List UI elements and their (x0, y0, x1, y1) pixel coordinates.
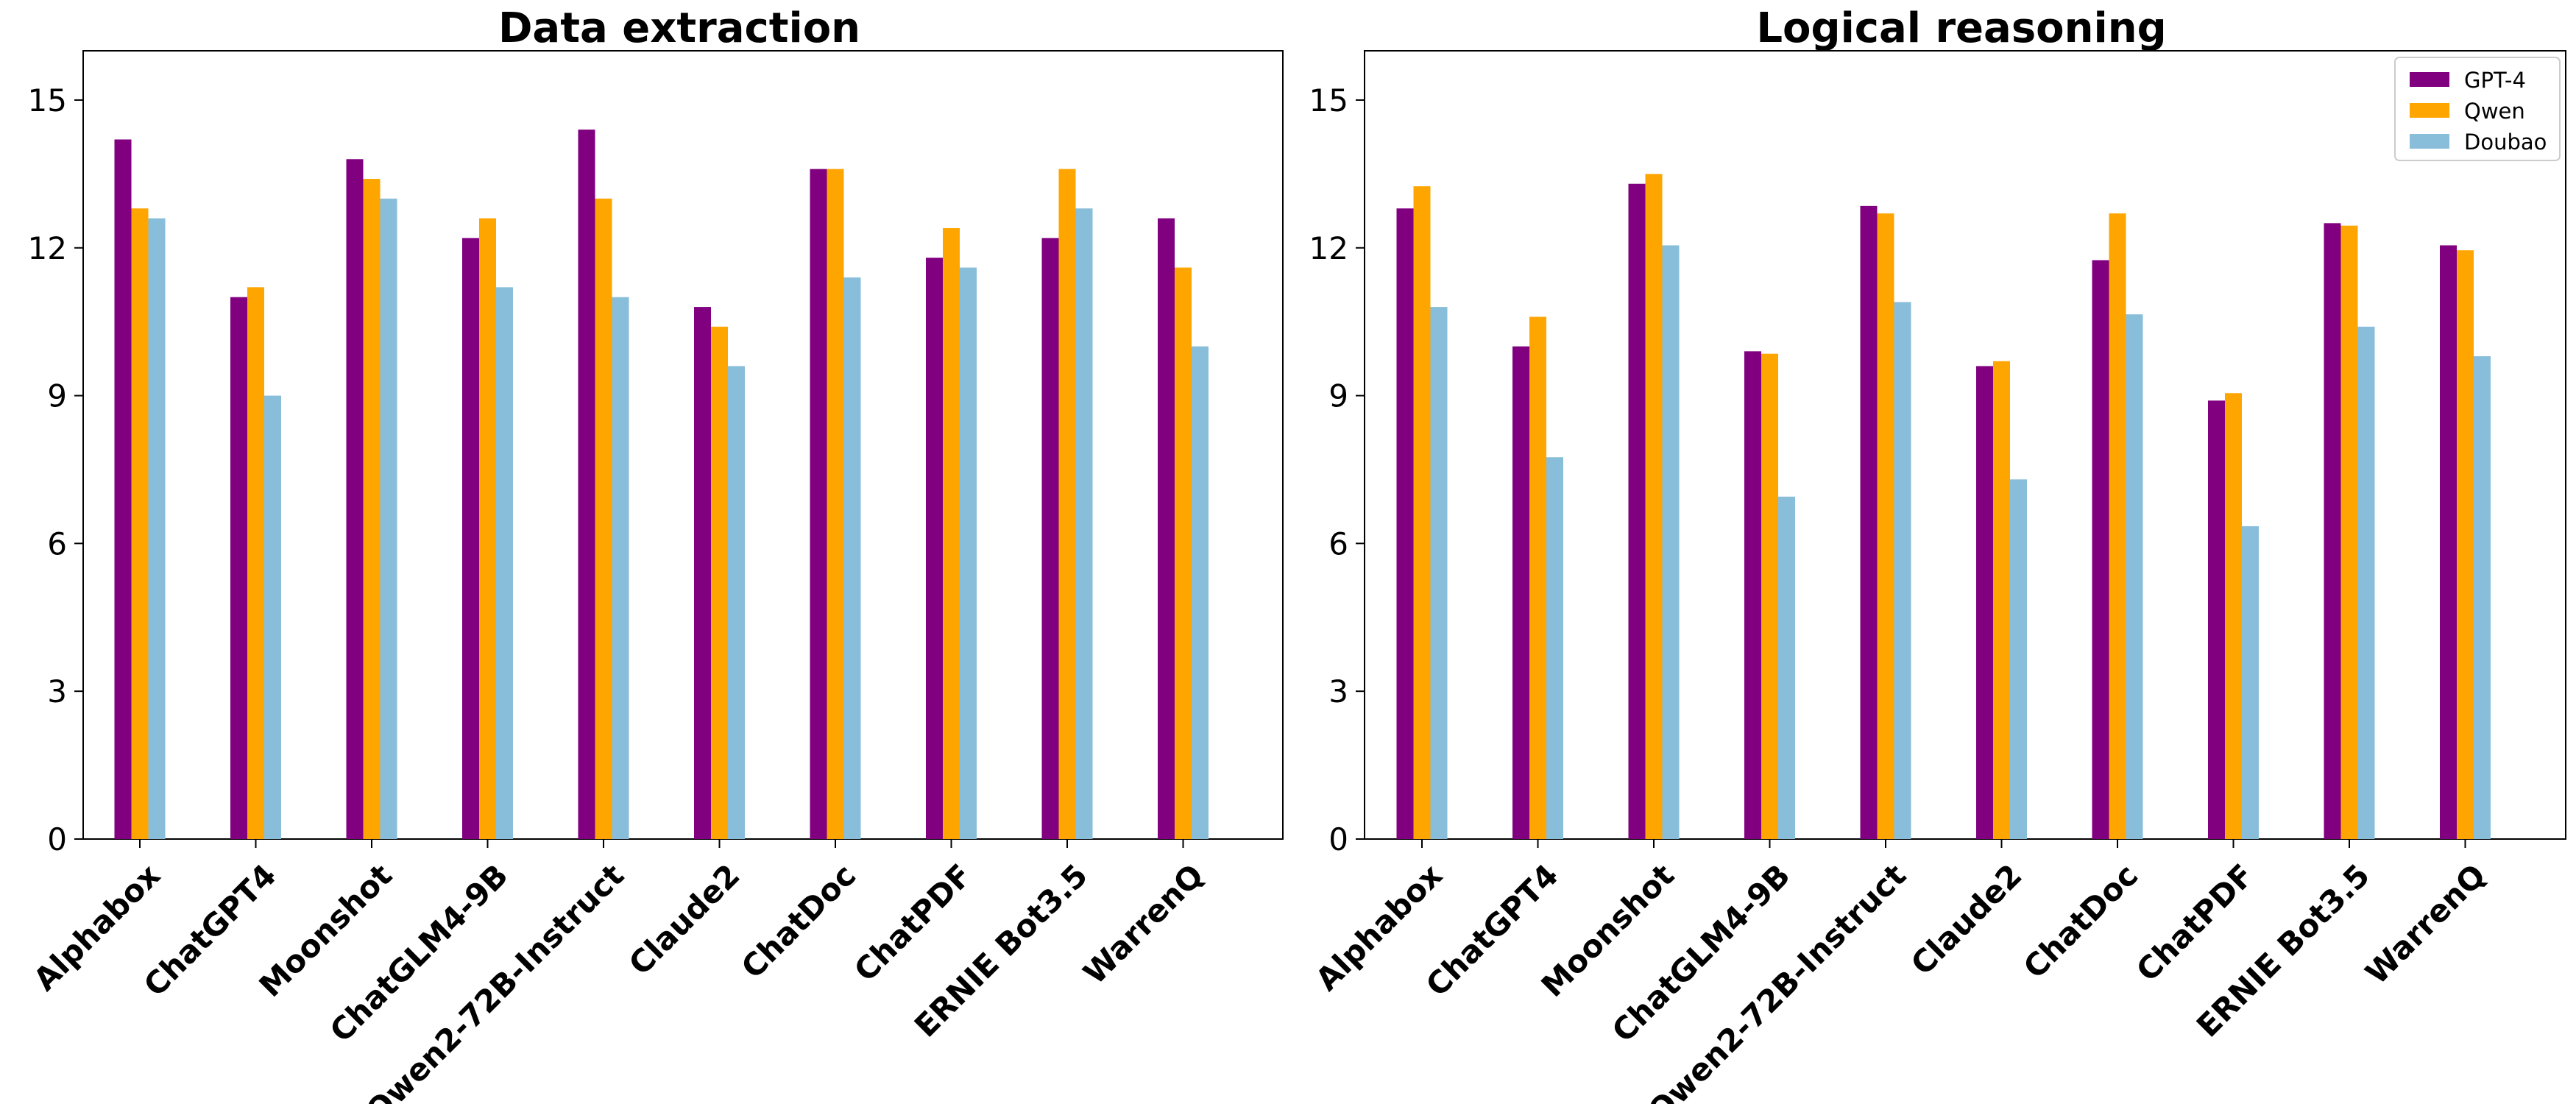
bar-doubao-6 (2126, 314, 2143, 840)
bar-gpt-4-2 (1628, 183, 1646, 839)
legend-label: GPT-4 (2464, 68, 2526, 93)
bars (1396, 174, 2491, 840)
y-tick-label: 3 (1328, 673, 1348, 710)
bar-qwen-7 (2225, 393, 2242, 839)
bar-gpt-4-5 (1976, 366, 1993, 839)
x-axis: AlphaboxChatGPT4MoonshotChatGLM4-9BQwen2… (1309, 839, 2493, 1104)
y-axis: 0 3 6 9 12 15 (1309, 82, 1365, 857)
bar-doubao-4 (612, 297, 629, 839)
bar-doubao-5 (728, 366, 745, 839)
y-tick-label: 9 (47, 378, 67, 414)
x-tick-label: Claude2 (1904, 857, 2029, 982)
bar-gpt-4-1 (230, 297, 247, 839)
bar-qwen-6 (827, 169, 844, 839)
y-tick-label: 15 (28, 82, 67, 118)
legend: GPT-4 Qwen Doubao (2394, 57, 2561, 161)
y-tick-label: 3 (47, 673, 67, 710)
bars (114, 130, 1209, 840)
bar-doubao-6 (843, 277, 861, 840)
x-tick-label: WarrenQ (2358, 857, 2492, 991)
bar-doubao-2 (1662, 245, 1680, 839)
bar-qwen-3 (1761, 353, 1778, 839)
bar-doubao-4 (1894, 302, 1911, 840)
bar-gpt-4-8 (2324, 223, 2341, 839)
bar-gpt-4-9 (1158, 218, 1175, 839)
bar-doubao-9 (2474, 356, 2491, 839)
y-tick-label: 15 (1309, 82, 1348, 118)
bar-gpt-4-7 (926, 258, 943, 839)
bar-qwen-8 (1058, 169, 1076, 839)
x-tick-label: ChatDoc (735, 857, 863, 985)
y-tick-label: 12 (1309, 230, 1348, 266)
bar-qwen-8 (2340, 225, 2358, 839)
bar-doubao-5 (2010, 479, 2027, 839)
bar-qwen-0 (131, 208, 149, 839)
legend-swatch-doubao (2410, 134, 2449, 149)
bar-gpt-4-6 (810, 169, 827, 839)
bar-qwen-5 (711, 326, 728, 840)
x-tick-label: Claude2 (622, 857, 747, 982)
bar-doubao-3 (1778, 496, 1795, 839)
legend-swatch-gpt-4 (2410, 72, 2449, 87)
y-tick-label: 0 (1328, 821, 1348, 857)
x-tick-label: ChatDoc (2017, 857, 2145, 985)
bar-doubao-9 (1192, 346, 1209, 839)
bar-gpt-4-3 (1744, 351, 1761, 840)
bar-doubao-1 (1546, 457, 1563, 839)
y-tick-label: 12 (28, 230, 67, 266)
bar-gpt-4-7 (2208, 400, 2225, 839)
bar-qwen-6 (2109, 213, 2126, 839)
bar-doubao-1 (264, 395, 281, 839)
bar-doubao-0 (148, 218, 166, 839)
bar-qwen-1 (247, 287, 264, 839)
chart-data-extraction: Data extraction 0 3 6 9 12 15 AlphaboxChatGPT… (26, 4, 1284, 1104)
y-tick-label: 6 (47, 526, 67, 562)
bar-gpt-4-2 (346, 159, 364, 839)
bar-doubao-0 (1430, 307, 1448, 839)
y-tick-label: 6 (1328, 526, 1348, 562)
y-tick-label: 9 (1328, 378, 1348, 414)
bar-doubao-8 (2357, 326, 2375, 840)
bar-gpt-4-9 (2440, 245, 2457, 839)
y-axis: 0 3 6 9 12 15 (28, 82, 83, 857)
bar-qwen-7 (943, 227, 960, 840)
bar-qwen-0 (1413, 186, 1431, 839)
legend-label: Qwen (2464, 99, 2525, 124)
chart-title: Data extraction (498, 4, 860, 52)
plot-area-frame (1364, 50, 2566, 840)
bar-gpt-4-1 (1512, 346, 1529, 839)
bar-qwen-4 (595, 198, 612, 839)
bar-gpt-4-5 (694, 307, 711, 839)
bar-gpt-4-6 (2092, 260, 2109, 839)
bar-qwen-1 (1529, 316, 1546, 839)
bar-qwen-3 (479, 218, 496, 839)
bar-doubao-7 (2242, 526, 2259, 839)
chart-logical-reasoning: Logical reasoning 0 3 6 9 12 15 AlphaboxChatG… (1309, 4, 2566, 1104)
bar-gpt-4-8 (1041, 238, 1059, 839)
bar-doubao-3 (496, 287, 513, 839)
bar-doubao-8 (1075, 208, 1093, 839)
y-tick-label: 0 (47, 821, 67, 857)
bar-qwen-2 (1645, 174, 1663, 839)
legend-label: Doubao (2464, 130, 2547, 155)
bar-gpt-4-3 (462, 238, 479, 839)
bar-qwen-4 (1877, 213, 1894, 839)
legend-swatch-qwen (2410, 103, 2449, 118)
plot-area-frame (82, 50, 1284, 840)
bar-gpt-4-4 (1860, 205, 1878, 839)
bar-qwen-2 (363, 179, 381, 840)
bar-doubao-2 (380, 198, 397, 839)
bar-qwen-9 (2457, 250, 2474, 839)
bar-doubao-7 (960, 267, 977, 839)
bar-gpt-4-0 (114, 139, 132, 840)
bar-gpt-4-0 (1396, 208, 1414, 839)
bar-qwen-5 (1993, 361, 2010, 839)
bar-qwen-9 (1175, 267, 1192, 839)
x-axis: AlphaboxChatGPT4MoonshotChatGLM4-9BQwen2… (26, 839, 1211, 1104)
chart-title: Logical reasoning (1756, 4, 2166, 52)
x-tick-label: WarrenQ (1076, 857, 1210, 991)
bar-gpt-4-4 (578, 130, 595, 840)
